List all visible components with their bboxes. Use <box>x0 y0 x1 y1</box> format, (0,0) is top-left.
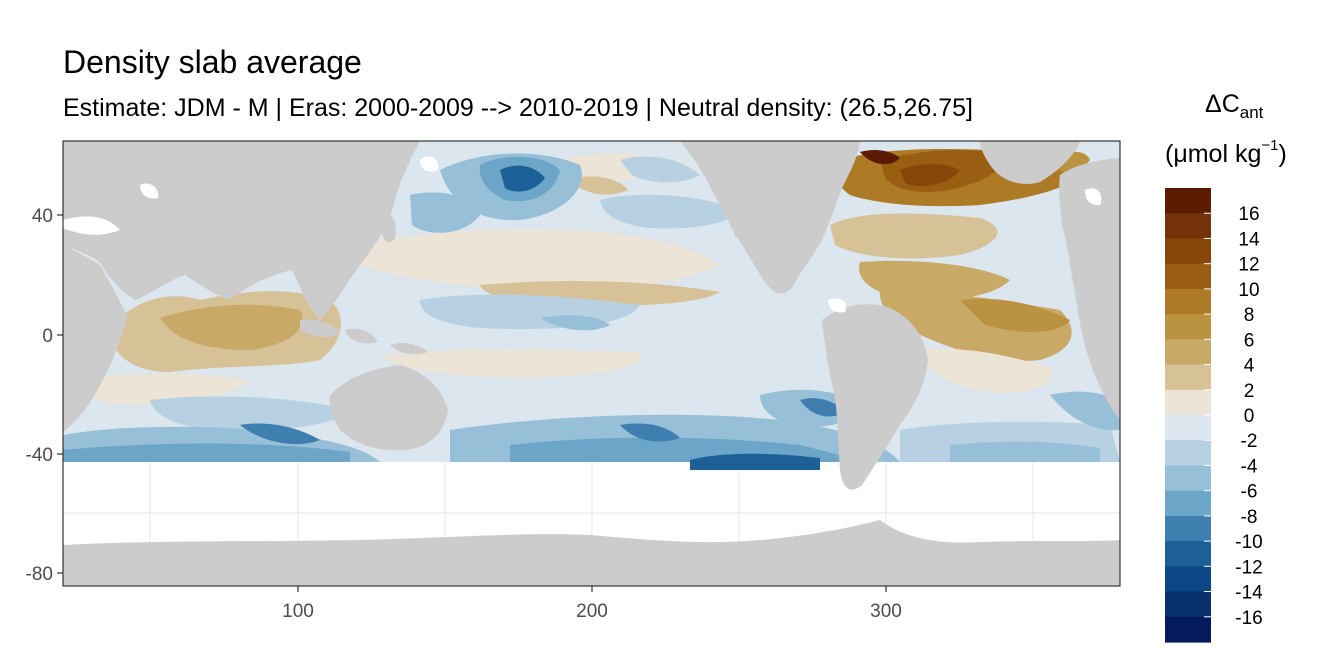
legend-colorbar <box>1165 188 1211 643</box>
x-tick-label: 300 <box>870 601 902 622</box>
legend-swatch <box>1165 566 1211 593</box>
y-tick-label: 40 <box>32 206 53 227</box>
legend-swatch <box>1165 213 1211 240</box>
chart-subtitle: Estimate: JDM - M | Eras: 2000-2009 --> … <box>63 94 973 122</box>
map-panel <box>63 141 1120 586</box>
legend-labels: 16 14 12 10 8 6 4 2 0 -2 -4 -6 -8 -10 -12 -14 -16 <box>1204 204 1263 629</box>
legend-label: -8 <box>1241 507 1258 528</box>
legend-label: 16 <box>1238 204 1259 225</box>
legend-swatch <box>1165 541 1211 567</box>
y-tick-label: -80 <box>26 564 53 585</box>
legend-label: 6 <box>1244 330 1255 351</box>
legend-swatch <box>1165 591 1211 618</box>
legend-swatch <box>1165 238 1211 265</box>
legend-label: -4 <box>1241 456 1258 477</box>
legend-label: 12 <box>1238 255 1259 276</box>
legend-label: -2 <box>1241 431 1258 452</box>
legend-label: 0 <box>1244 406 1255 427</box>
legend-title: ΔCant <box>1205 90 1264 122</box>
legend-swatch <box>1165 389 1211 416</box>
legend-label: -14 <box>1235 583 1263 604</box>
coastal-no-data <box>63 156 1102 313</box>
negative-anomaly-patches <box>63 153 1120 470</box>
legend-swatch <box>1165 490 1211 517</box>
legend-label: -12 <box>1235 557 1262 578</box>
legend-swatch <box>1165 515 1211 542</box>
x-tick-label: 100 <box>282 601 314 622</box>
legend-swatch <box>1165 339 1211 366</box>
legend-swatch <box>1165 314 1211 340</box>
legend-swatch <box>1165 616 1211 643</box>
land-masses <box>63 141 1120 586</box>
legend-swatch <box>1165 440 1211 467</box>
legend-swatch <box>1165 288 1211 315</box>
legend-swatch <box>1165 465 1211 492</box>
legend-swatch <box>1165 263 1211 290</box>
y-tick-label: -40 <box>26 445 53 466</box>
legend-label: 14 <box>1238 229 1260 250</box>
legend-label: 10 <box>1238 280 1259 301</box>
chart-title: Density slab average <box>63 44 362 80</box>
legend-label: -16 <box>1235 608 1262 629</box>
legend-swatch <box>1165 364 1211 391</box>
x-tick-label: 200 <box>576 601 608 622</box>
legend-label: -10 <box>1235 532 1262 553</box>
legend-label: 4 <box>1244 356 1255 377</box>
legend-swatch <box>1165 415 1211 441</box>
y-axis: 40 0 -40 -80 <box>26 206 63 585</box>
x-axis: 100 200 300 <box>282 586 902 622</box>
legend-swatch <box>1165 188 1211 214</box>
y-tick-label: 0 <box>42 326 53 347</box>
legend-label: 8 <box>1244 305 1255 326</box>
legend: ΔCant (μmol kg−1) 16 14 12 10 8 6 4 2 0 -2 -4 -6 -8 -… <box>1165 90 1287 643</box>
legend-units: (μmol kg−1) <box>1165 137 1287 168</box>
positive-anomaly-patches <box>80 149 1090 405</box>
legend-label: -6 <box>1241 482 1258 503</box>
legend-label: 2 <box>1244 381 1255 402</box>
